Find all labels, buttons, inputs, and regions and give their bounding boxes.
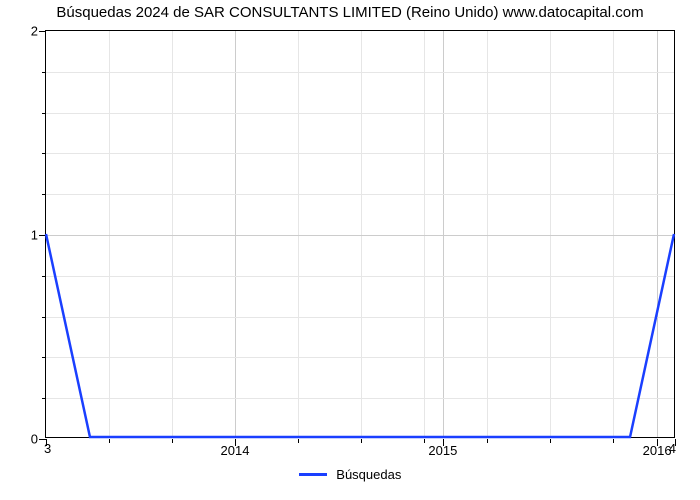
x-minor-tick [550,439,551,443]
chart-container: Búsquedas 2024 de SAR CONSULTANTS LIMITE… [0,0,700,500]
chart-title: Búsquedas 2024 de SAR CONSULTANTS LIMITE… [0,4,700,21]
x-tick-label: 2016 [643,437,672,458]
x-end-tick [46,439,47,446]
x-minor-tick [109,439,110,443]
y-tick-label: 1 [31,228,46,243]
legend-swatch [299,473,327,476]
series-layer [46,31,674,437]
x-minor-tick [487,439,488,443]
x-minor-tick [613,439,614,443]
plot-area: 20142015201601234 [45,30,675,438]
x-minor-tick [172,439,173,443]
x-tick-label: 2014 [221,437,250,458]
x-minor-tick [361,439,362,443]
x-minor-tick [298,439,299,443]
x-tick-label: 2015 [428,437,457,458]
series-line [46,234,674,437]
legend-label: Búsquedas [336,467,401,482]
y-tick-label: 2 [31,24,46,39]
x-minor-tick [424,439,425,443]
x-end-tick [675,439,676,446]
legend: Búsquedas [0,466,700,482]
